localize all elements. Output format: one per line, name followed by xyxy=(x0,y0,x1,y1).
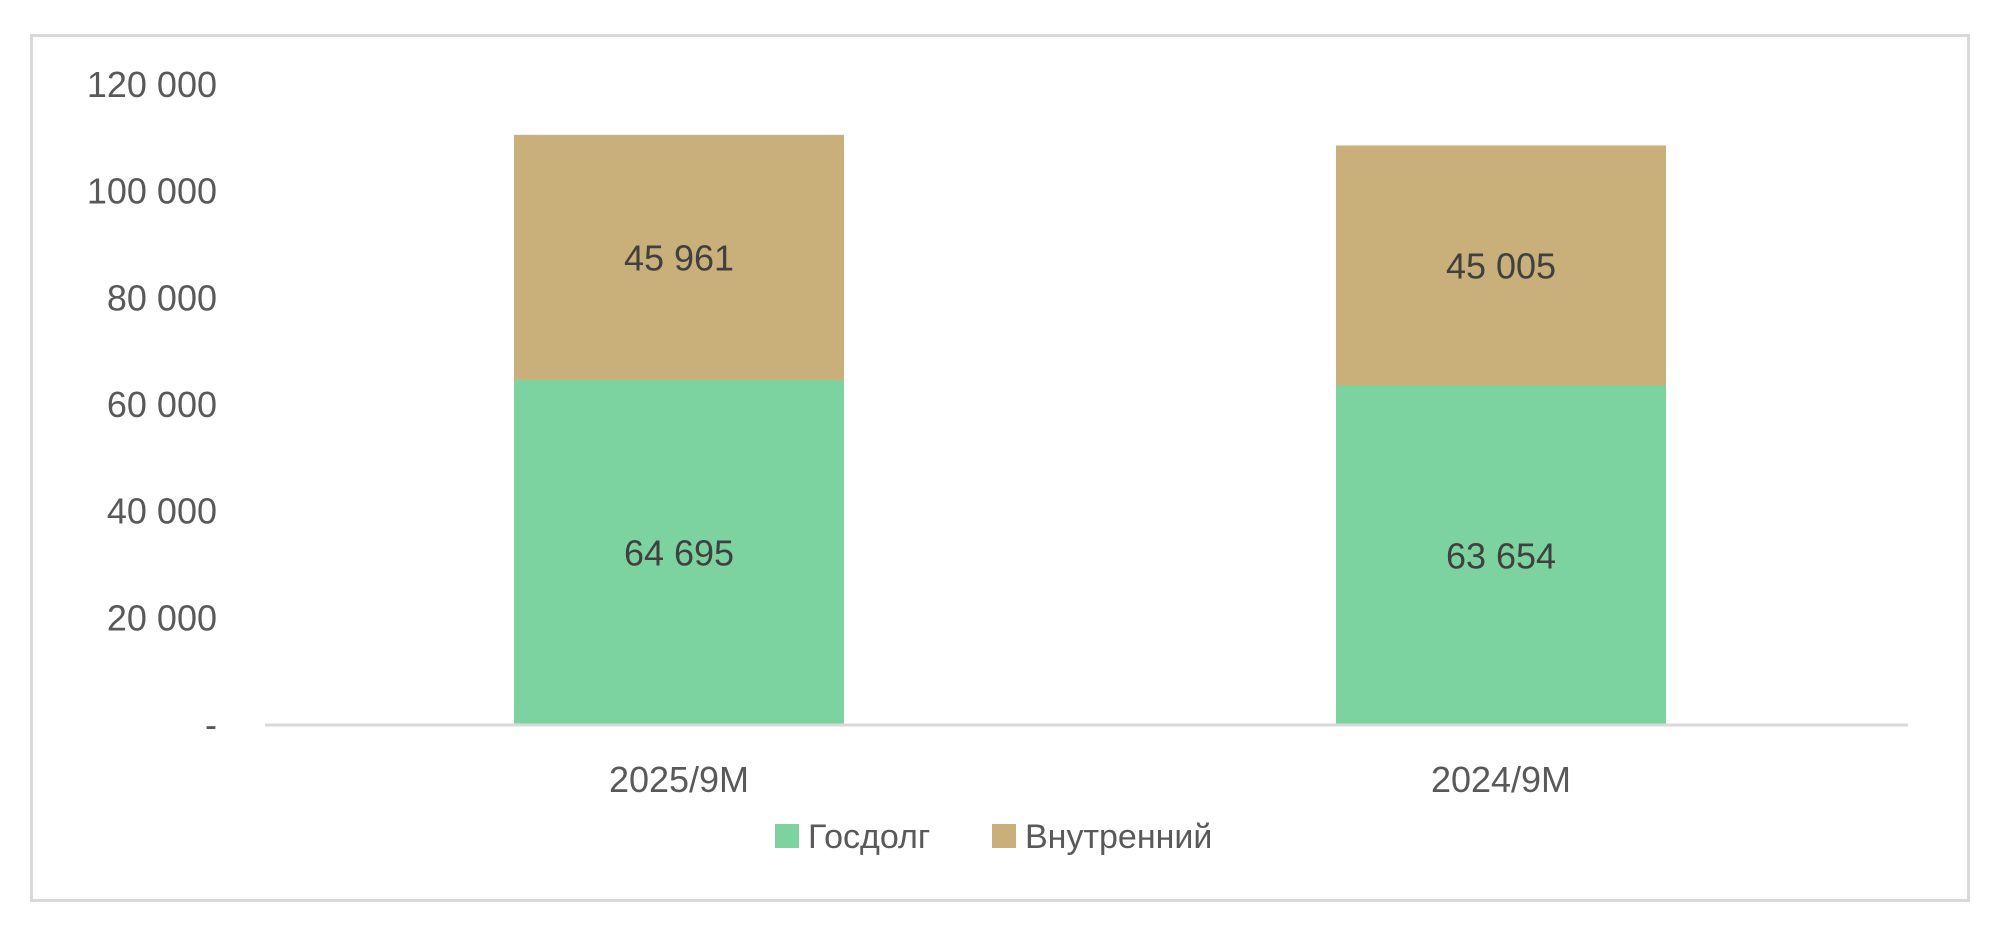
legend-label: Внутренний xyxy=(1025,818,1212,856)
y-tick-label: 20 000 xyxy=(107,597,217,638)
bar-data-label: 45 961 xyxy=(624,237,734,278)
bar-group: 64 695 45 961 63 654 45 005 xyxy=(514,134,1666,725)
bar-segment xyxy=(1336,145,1666,386)
bar-segment xyxy=(1336,385,1666,725)
y-axis-tick-labels: - 20 000 40 000 60 000 80 000 100 000 120 000 xyxy=(87,64,217,745)
y-tick-label: - xyxy=(205,704,217,745)
x-category-label: 2024/9M xyxy=(1431,759,1571,800)
bar-data-label: 63 654 xyxy=(1446,535,1556,576)
y-tick-label: 100 000 xyxy=(87,171,217,212)
legend-label: Госдолг xyxy=(808,818,930,856)
y-tick-label: 40 000 xyxy=(107,491,217,532)
x-axis-category-labels: 2025/9M 2024/9M xyxy=(609,759,1571,800)
bar-segment xyxy=(514,379,844,725)
y-tick-label: 80 000 xyxy=(107,277,217,318)
legend: Госдолг Внутренний xyxy=(775,818,1212,856)
legend-swatch xyxy=(992,824,1016,848)
bar-data-label: 45 005 xyxy=(1446,245,1556,286)
bar-segment xyxy=(514,134,844,380)
y-tick-label: 60 000 xyxy=(107,384,217,425)
legend-swatch xyxy=(775,824,799,848)
y-tick-label: 120 000 xyxy=(87,64,217,105)
bar-data-label: 64 695 xyxy=(624,532,734,573)
x-category-label: 2025/9M xyxy=(609,759,749,800)
